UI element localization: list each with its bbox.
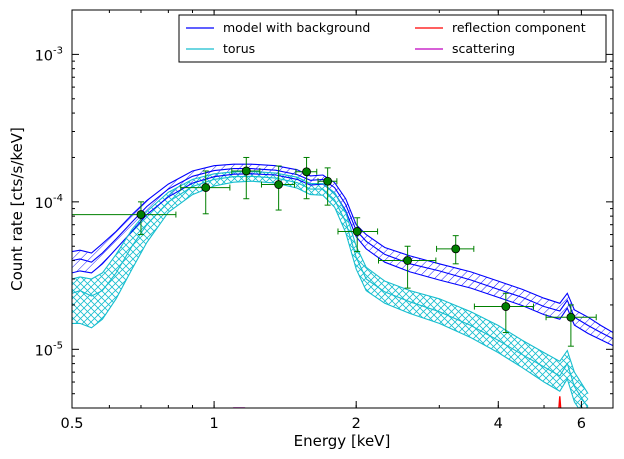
data-point-11 [545,304,597,347]
data-point-8 [378,245,437,289]
y-tick-label: 10-5 [35,340,63,359]
data-point-4 [260,165,295,211]
data-points [72,156,597,347]
legend-label-torus: torus [223,41,255,56]
x-tick-label: 0.5 [60,416,83,432]
data-marker [201,183,211,192]
data-marker [403,256,412,265]
series-line-torus-upper [72,170,589,394]
data-marker [136,210,146,219]
legend-label-reflection: reflection component [452,20,586,35]
data-marker [323,176,333,186]
series-line-torus-lower [72,180,580,408]
data-point-9 [436,235,475,265]
data-marker [274,180,284,189]
legend-label-scattering: scattering [452,41,515,56]
x-tick-label: 1 [209,416,218,432]
y-axis-label: Count rate [cts/s/keV] [8,127,26,291]
data-point-7 [337,217,379,253]
data-marker [302,167,311,177]
data-point-2 [180,170,231,215]
legend: model with background reflection compone… [178,14,607,63]
data-marker [451,244,461,254]
series-line-model-with-background-mid [72,168,613,340]
data-marker [352,227,362,236]
data-marker [566,312,576,322]
series-line-model-with-background-upper [72,163,613,333]
data-point-1 [72,201,177,236]
x-tick-label: 6 [577,416,586,432]
data-marker [241,166,251,176]
tick-labels: 0.5 1 2 4 6 10-5 10-4 10-3 [35,45,586,432]
series-line-torus-mid [72,175,589,408]
legend-label-model: model with background [223,20,370,35]
x-axis-label: Energy [keV] [294,432,391,450]
x-tick-label: 2 [352,416,361,432]
y-tick-label: 10-4 [35,193,63,212]
series-line-reflection-component [558,396,562,408]
data-marker [501,302,511,311]
data-point-3 [231,156,261,200]
data-point-10 [473,292,535,334]
y-tick-label: 10-3 [35,45,63,64]
data-point-6 [317,167,338,206]
x-tick-label: 4 [494,416,503,432]
data-point-5 [295,156,318,200]
legend-box [178,14,607,63]
